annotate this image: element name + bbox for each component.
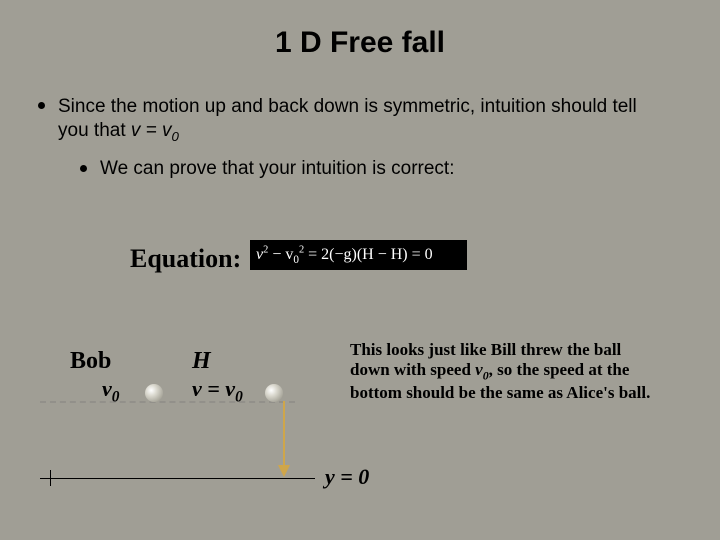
para-t2: v xyxy=(475,360,483,379)
label-y-equals-0: y = 0 xyxy=(325,464,369,490)
bullet2-text: We can prove that your intuition is corr… xyxy=(100,158,454,179)
explanation-paragraph: This looks just like Bill threw the ball… xyxy=(350,340,660,403)
y-axis-tick xyxy=(50,470,51,486)
eq-p2: − v xyxy=(268,246,293,263)
bullet-level1: Since the motion up and back down is sym… xyxy=(58,95,648,145)
slide-title: 1 D Free fall xyxy=(0,26,720,60)
label-v0-v: v xyxy=(102,376,112,401)
label-vvv-pre: v = v xyxy=(192,376,235,401)
subscript-zero: 0 xyxy=(172,129,179,144)
label-v0: v0 xyxy=(102,376,119,406)
slide: 1 D Free fall Since the motion up and ba… xyxy=(0,0,720,540)
bullet1-text-b: v = v xyxy=(131,120,172,141)
arrowhead-down-icon xyxy=(278,465,290,477)
ball-icon xyxy=(265,384,283,402)
ball-icon xyxy=(145,384,163,402)
label-H: H xyxy=(192,348,211,375)
bullet-dot-icon xyxy=(38,102,45,109)
label-v-equals-v0: v = v0 xyxy=(192,376,243,406)
bullet-level2: We can prove that your intuition is corr… xyxy=(100,158,650,180)
axis-line xyxy=(40,478,315,479)
arrow-down-icon xyxy=(283,401,285,467)
bullet-dot-icon xyxy=(80,165,87,172)
equation-box: v2 − v02 = 2(−g)(H − H) = 0 xyxy=(250,240,467,270)
eq-p3: = 2(−g)(H − H) = 0 xyxy=(304,246,433,263)
dashed-line xyxy=(40,401,295,403)
equation-label: Equation: xyxy=(130,244,241,274)
label-bob: Bob xyxy=(70,348,111,375)
